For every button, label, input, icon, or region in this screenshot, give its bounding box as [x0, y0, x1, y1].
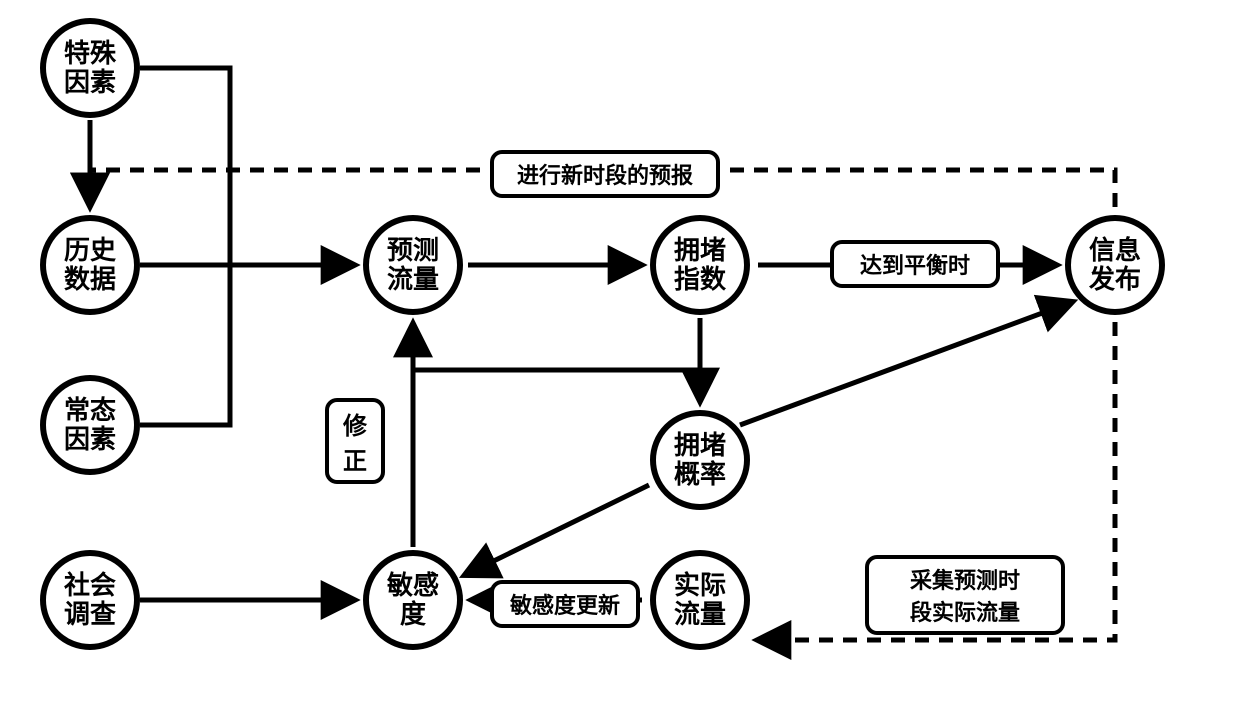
node-label: 特殊因素 [64, 39, 116, 96]
node-label: 拥堵概率 [674, 431, 726, 488]
edge [140, 68, 230, 425]
node-actual: 实际流量 [650, 550, 750, 650]
lbl-collect: 采集预测时段实际流量 [865, 555, 1065, 635]
node-label: 常态因素 [64, 396, 116, 453]
node-history: 历史数据 [40, 215, 140, 315]
node-normal: 常态因素 [40, 375, 140, 475]
node-special: 特殊因素 [40, 18, 140, 118]
edge [740, 302, 1072, 425]
node-label: 敏感度 [387, 571, 439, 628]
flowchart-canvas: 特殊因素历史数据常态因素社会调查 预测流量敏感度 拥堵指数拥堵概率实际流量 信息发布 进… [0, 0, 1239, 703]
node-congidx: 拥堵指数 [650, 215, 750, 315]
node-label: 预测流量 [387, 236, 439, 293]
edge [465, 485, 649, 575]
node-label: 社会调查 [64, 571, 116, 628]
node-congprob: 拥堵概率 [650, 410, 750, 510]
node-label: 信息发布 [1089, 236, 1141, 293]
lbl-correct: 修正 [325, 398, 385, 484]
edge [413, 324, 700, 370]
node-survey: 社会调查 [40, 550, 140, 650]
node-label: 实际流量 [674, 571, 726, 628]
node-label: 历史数据 [64, 236, 116, 293]
lbl-forecast: 进行新时段的预报 [490, 150, 720, 198]
lbl-balance: 达到平衡时 [830, 240, 1000, 288]
node-sensitivity: 敏感度 [363, 550, 463, 650]
node-publish: 信息发布 [1065, 215, 1165, 315]
node-label: 拥堵指数 [674, 236, 726, 293]
node-predict: 预测流量 [363, 215, 463, 315]
lbl-sensupd: 敏感度更新 [490, 580, 640, 628]
